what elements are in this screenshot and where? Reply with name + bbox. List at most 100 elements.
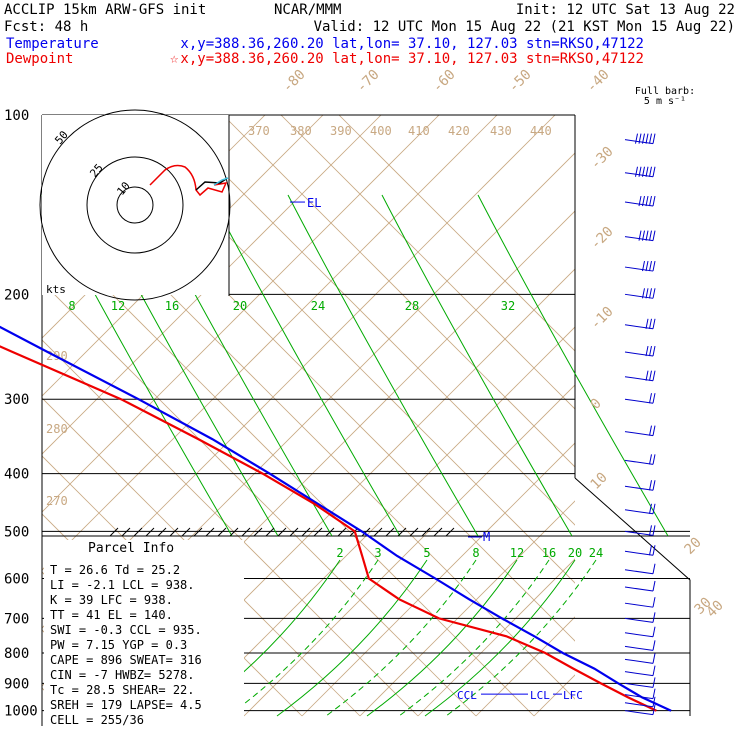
freezing-hatch — [169, 527, 179, 537]
wind-barb-flag — [645, 133, 649, 144]
mixing-ratio-line — [209, 194, 401, 537]
wind-barb-flag — [649, 425, 652, 436]
wind-barb — [624, 626, 656, 638]
isotherm-label: -60 — [430, 67, 459, 96]
wind-barb-flag — [652, 370, 656, 381]
wind-barb-flag — [642, 230, 645, 241]
pressure-tick-label: 300 — [4, 392, 29, 408]
wind-barb-flag — [652, 653, 656, 664]
wind-barb-staff — [624, 694, 654, 700]
wind-barb-flag — [652, 563, 656, 574]
wind-barb-flag — [649, 166, 652, 177]
wind-barb — [624, 563, 656, 575]
isotherm-label: 20 — [682, 535, 705, 558]
m-label: M — [483, 530, 490, 544]
wind-barb-staff — [624, 586, 654, 592]
parcel-row: SWI = -0.3 CCL = 935. — [50, 623, 202, 637]
wind-barb-flag — [652, 626, 656, 637]
pressure-tick-label: 900 — [4, 676, 29, 692]
wind-barb — [624, 454, 656, 465]
parcel-row: CIN = -7 HWBZ= 5278. — [50, 668, 195, 682]
wind-barb-staff — [624, 569, 654, 575]
wind-barb-staff — [624, 266, 654, 272]
parcel-row: CAPE = 896 SWEAT= 316 — [50, 653, 202, 667]
isotherm-label: -70 — [354, 67, 383, 96]
wind-barb-flag — [645, 195, 649, 207]
wind-barb-flag — [652, 345, 656, 357]
wind-barb-flag — [649, 318, 652, 329]
wind-barb-flag — [649, 525, 652, 536]
parcel-row: TT = 41 EL = 140. — [50, 608, 173, 622]
freezing-hatch — [409, 527, 419, 537]
wind-barb-flag — [652, 665, 656, 676]
freezing-hatch — [421, 527, 431, 537]
freezing-hatch — [385, 527, 395, 537]
dewpoint-legend: Dewpoint — [6, 51, 73, 67]
wind-barb-flag — [649, 260, 652, 272]
wind-barb-flag — [642, 195, 645, 207]
mixing-ratio-label: 5 — [423, 546, 430, 560]
isotherm-label: -30 — [588, 144, 617, 173]
lfc-label: LFC — [563, 689, 583, 702]
parcel-info-title: Parcel Info — [88, 541, 174, 556]
wind-barb-flag — [642, 260, 645, 272]
wind-barb — [624, 230, 656, 242]
freezing-hatch — [193, 527, 203, 537]
el-label: EL — [307, 196, 321, 210]
dry-adiabat-line — [185, 326, 575, 717]
wind-barb-flag — [638, 166, 642, 177]
wind-barb-staff — [624, 682, 654, 688]
wind-barb-flag — [649, 230, 652, 241]
wind-barb-flag — [638, 230, 642, 241]
mixing-ratio-label: 8 — [68, 299, 75, 313]
parcel-row: Tc = 28.5 SHEAR= 22. — [50, 683, 195, 697]
wind-barb — [624, 640, 656, 651]
wind-barb — [624, 580, 656, 592]
wind-barb — [624, 195, 656, 207]
freezing-hatch — [133, 527, 143, 537]
parcel-row: K = 39 LFC = 938. — [50, 593, 173, 607]
wind-barb-staff — [624, 550, 654, 556]
mixing-ratio-line — [276, 559, 428, 717]
barb-legend-line2: 5 m s⁻¹ — [644, 96, 686, 107]
mixing-ratio-label: 20 — [568, 546, 582, 560]
wind-barb-flag — [645, 318, 649, 329]
wind-barb-staff — [624, 702, 654, 708]
dry-adiabat-line — [42, 115, 498, 571]
wind-barb-flag — [635, 133, 638, 144]
dry-adiabat-line — [243, 384, 575, 717]
freezing-hatch — [445, 527, 455, 537]
isotherm-label: -50 — [506, 67, 535, 96]
hodograph-background — [42, 115, 229, 295]
isotherm-label: -40 — [584, 67, 613, 96]
mixing-ratio-label: 16 — [165, 299, 179, 313]
hodograph-storm-trace — [195, 178, 227, 191]
wind-barb-flag — [652, 525, 656, 536]
wind-barb-staff — [624, 617, 654, 623]
freezing-hatch — [325, 527, 335, 537]
temperature-location: x,y=388.36,260.20 lat,lon= 37.10, 127.03… — [180, 36, 644, 52]
wind-barb-flag — [652, 640, 656, 651]
dry-adiabat-line — [301, 442, 575, 717]
freezing-hatch — [205, 527, 215, 537]
dry-adiabat-line — [417, 558, 575, 717]
isotherm-line — [280, 115, 575, 410]
freezing-hatch — [397, 527, 407, 537]
freezing-hatch — [121, 527, 131, 537]
wind-barb-flag — [652, 677, 656, 688]
wind-barb-flag — [652, 288, 656, 299]
wind-barb-flag — [649, 503, 652, 514]
mixing-ratio-line — [287, 194, 479, 537]
wind-barb-flag — [649, 345, 652, 357]
freezing-hatch — [181, 527, 191, 537]
theta-label: 380 — [290, 124, 312, 138]
wind-barb-flag — [649, 133, 652, 144]
wind-barb-flag — [649, 370, 652, 381]
wind-barb-flag — [652, 425, 656, 436]
wind-barb-flag — [635, 166, 638, 177]
wind-barb — [624, 612, 656, 623]
wind-barb-flag — [652, 480, 656, 491]
pressure-tick-label: 500 — [4, 524, 29, 540]
wind-barb-staff — [624, 658, 654, 664]
